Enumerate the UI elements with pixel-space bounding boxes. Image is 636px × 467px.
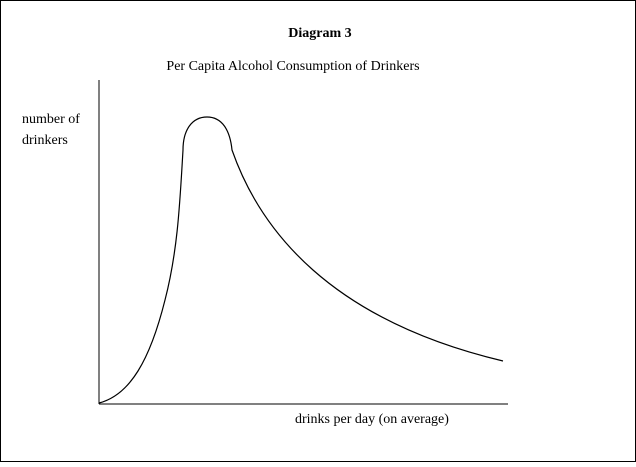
title: Diagram 3 bbox=[288, 26, 351, 41]
subtitle: Per Capita Alcohol Consumption of Drinke… bbox=[166, 59, 419, 74]
distribution-curve bbox=[98, 116, 504, 404]
x-axis-label: drinks per day (on average) bbox=[295, 412, 449, 427]
y-axis-label: drinkers bbox=[22, 133, 68, 148]
y-axis-label: number of bbox=[22, 112, 80, 127]
